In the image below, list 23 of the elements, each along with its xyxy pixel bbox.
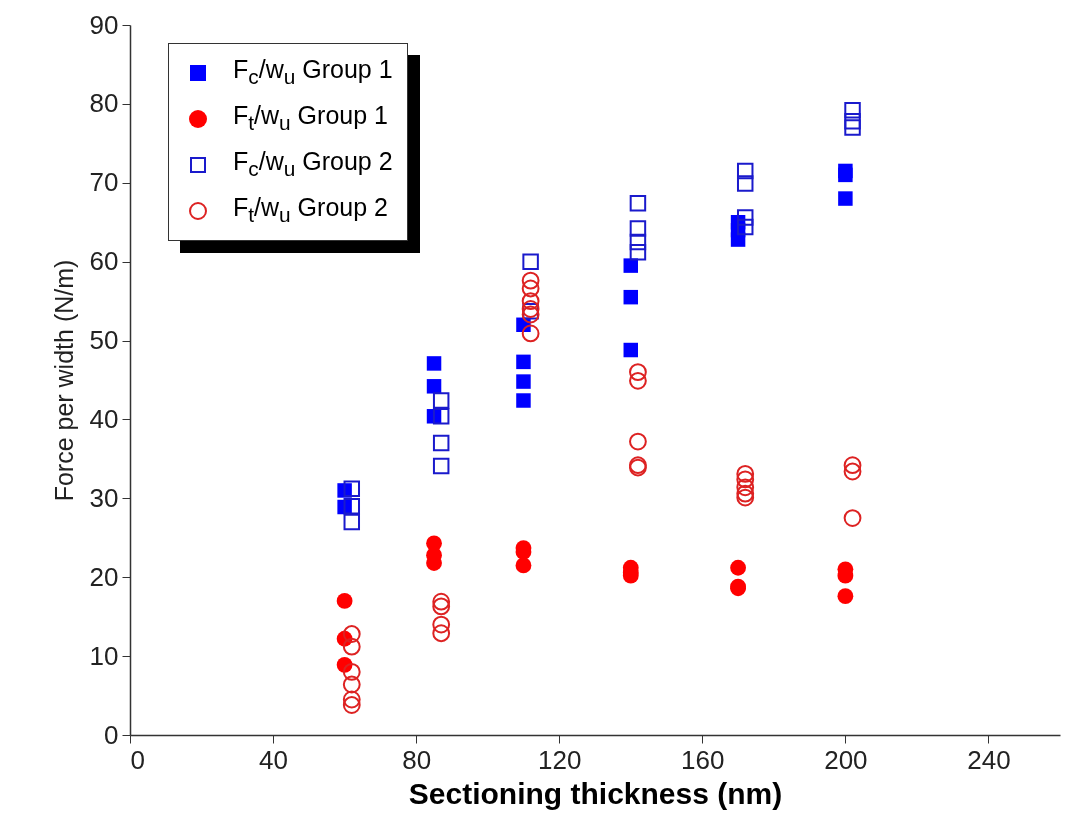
y-tick-label: 10 (89, 640, 119, 671)
x-axis-title: Sectioning thickness (nm) (408, 776, 783, 810)
y-tick-label: 70 (89, 167, 119, 198)
y-tick-label: 90 (89, 9, 119, 40)
legend-label: F$_{t}$/w$_{u}$ Group 1 (233, 100, 388, 136)
y-tick-label: 50 (89, 325, 119, 356)
x-tick-label: 120 (538, 744, 582, 775)
y-tick-label: 20 (89, 561, 119, 592)
y-tick-label: 80 (89, 88, 119, 119)
x-tick-label: 80 (402, 744, 432, 775)
y-axis-title: Force per width (N/m) (49, 259, 78, 502)
legend-label: F$_{c}$/w$_{u}$ Group 1 (233, 54, 393, 90)
x-tick-label: 160 (681, 744, 725, 775)
legend-label: F$_{t}$/w$_{u}$ Group 2 (233, 192, 388, 228)
x-tick-label: 200 (824, 744, 868, 775)
x-tick-label: 240 (967, 744, 1011, 775)
legend-label: F$_{c}$/w$_{u}$ Group 2 (233, 146, 393, 182)
y-tick-label: 60 (89, 246, 119, 277)
x-tick-label: 0 (130, 744, 145, 775)
x-tick-label: 40 (259, 744, 289, 775)
y-tick-label: 30 (89, 482, 119, 513)
y-tick-label: 40 (89, 403, 119, 434)
y-tick-label: 0 (104, 719, 119, 750)
